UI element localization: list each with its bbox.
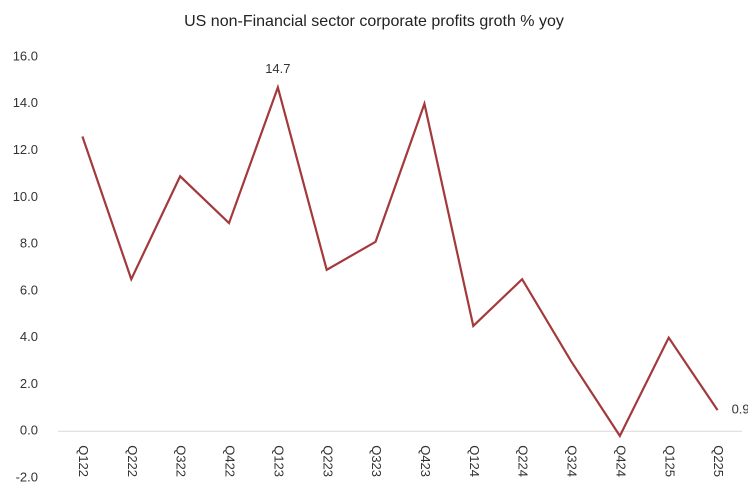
x-tick-label: Q422	[223, 445, 238, 477]
x-tick-label: Q124	[467, 445, 482, 477]
y-tick-label: 6.0	[20, 282, 38, 297]
x-tick-label: Q225	[711, 445, 726, 477]
x-tick-label: Q122	[76, 445, 91, 477]
y-tick-label: 8.0	[20, 236, 38, 251]
chart-title: US non-Financial sector corporate profit…	[184, 13, 564, 30]
x-tick-label: Q222	[125, 445, 140, 477]
x-tick-label: Q322	[174, 445, 189, 477]
line	[81, 83, 719, 439]
y-tick-label: 14.0	[13, 95, 38, 110]
y-tick-label: 2.0	[20, 376, 38, 391]
x-tick-label: Q224	[516, 445, 531, 477]
x-tick-label: Q123	[271, 445, 286, 477]
y-tick-label: 0.0	[20, 423, 38, 438]
x-tick-label: Q125	[662, 445, 677, 477]
x-tick-label: Q424	[613, 445, 628, 477]
y-tick-label: -2.0	[16, 469, 38, 484]
x-tick-label: Q323	[369, 445, 384, 477]
data-label: 0.9	[732, 402, 748, 417]
x-tick-label: Q223	[320, 445, 335, 477]
y-tick-label: 12.0	[13, 142, 38, 157]
y-tick-label: 10.0	[13, 189, 38, 204]
y-tick-label: 4.0	[20, 329, 38, 344]
x-tick-label: Q423	[418, 445, 433, 477]
x-tick-label: Q324	[565, 445, 580, 477]
y-tick-label: 16.0	[13, 48, 38, 63]
data-label: 14.7	[265, 61, 290, 76]
